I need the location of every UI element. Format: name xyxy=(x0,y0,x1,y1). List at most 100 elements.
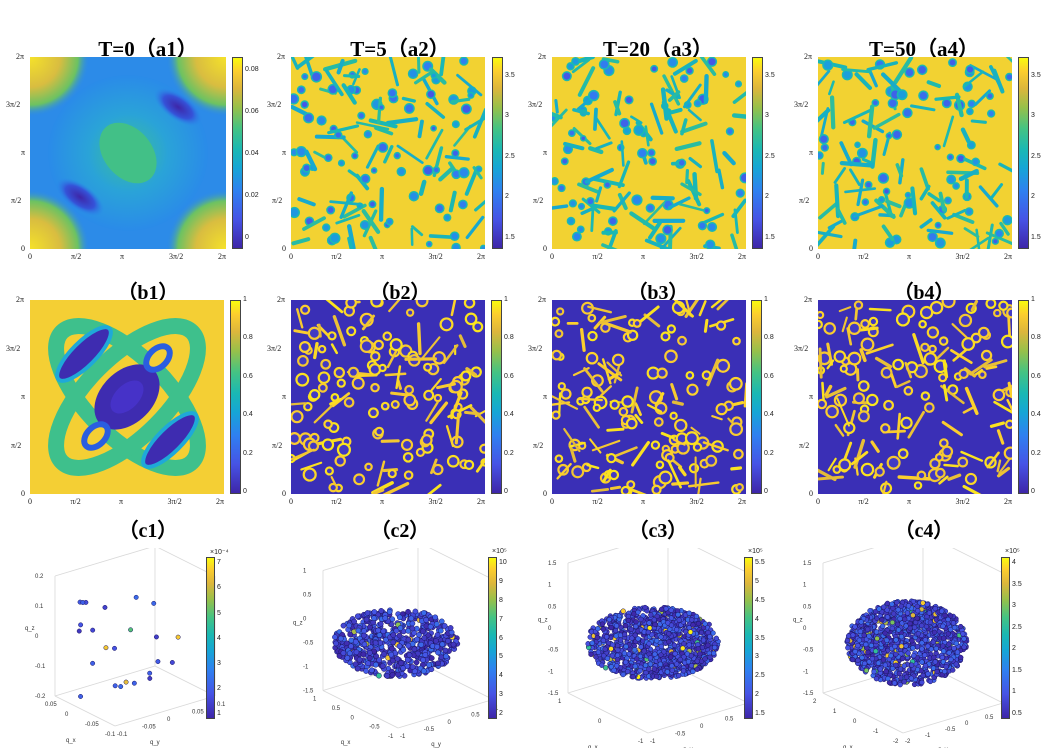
pattern-spot xyxy=(856,147,868,159)
scatter-point xyxy=(943,664,949,670)
colorbar-b2 xyxy=(491,300,502,494)
y-tick-label: 0 xyxy=(282,489,286,498)
pattern-ring xyxy=(618,406,629,417)
scatter-point xyxy=(641,648,647,654)
scatter-point xyxy=(131,680,137,686)
y-axis-label: q_y xyxy=(431,742,441,748)
pattern-stripe xyxy=(674,141,702,152)
pattern-ring xyxy=(347,366,360,378)
scatter-point xyxy=(343,640,350,647)
x-tick-label: 3π/2 xyxy=(955,497,970,506)
colorbar-tick-label: 1 xyxy=(504,296,508,303)
pattern-filament xyxy=(912,333,925,365)
pattern-spot xyxy=(948,58,957,68)
y-tick-label: 0 xyxy=(543,244,547,253)
pattern-ring xyxy=(916,470,927,481)
pattern-filament xyxy=(330,343,339,355)
pattern-ring xyxy=(324,466,334,476)
pattern-filament xyxy=(846,327,853,346)
pattern-ring xyxy=(1000,334,1015,349)
colorbar-tick-label: 3 xyxy=(217,659,221,667)
pattern-spot xyxy=(631,194,643,206)
pattern-ring xyxy=(735,482,744,492)
scatter-point xyxy=(693,613,700,620)
pattern-filament xyxy=(606,361,623,377)
scatter-point xyxy=(865,626,871,632)
scatter-point xyxy=(866,633,872,639)
scatter-point xyxy=(638,644,644,650)
pattern-stripe xyxy=(926,80,942,89)
scatter-point xyxy=(953,661,959,667)
z-tick-label: 0 xyxy=(548,626,552,632)
pattern-filament xyxy=(416,322,422,356)
pattern-ring xyxy=(626,480,636,490)
pattern-filament xyxy=(600,385,613,397)
heatmap-b4 xyxy=(811,294,1022,505)
scatter-point xyxy=(420,657,426,663)
heatmap-a1 xyxy=(0,0,286,309)
scatter-point xyxy=(384,672,390,679)
pattern-filament xyxy=(825,386,847,399)
scatter-point xyxy=(900,655,906,662)
scatter3d-c3: 1.510.50-0.5-1-1.510-1-1-0.500.51q_zq_xq… xyxy=(538,548,754,748)
z-axis-label: q_z xyxy=(793,618,803,624)
y-axis-label: q_y xyxy=(938,747,948,748)
pattern-filament xyxy=(870,440,880,453)
pattern-ring xyxy=(287,432,301,445)
scatter-point xyxy=(893,651,899,657)
pattern-spot xyxy=(408,190,420,202)
scatter-point xyxy=(852,624,858,630)
scatter-point xyxy=(645,629,651,635)
scatter-point xyxy=(147,675,153,681)
pattern-stripe xyxy=(835,207,847,225)
pattern-stripe xyxy=(852,238,858,254)
scatter-point xyxy=(875,660,882,666)
pattern-ring xyxy=(449,379,463,394)
y-tick-label: 3π/2 xyxy=(6,343,21,353)
colorbar-tick-label: 0 xyxy=(245,233,249,241)
pattern-filament xyxy=(458,334,467,348)
scatter-point xyxy=(439,641,446,648)
pattern-stripe xyxy=(644,238,670,251)
pattern-ring xyxy=(317,382,328,393)
pattern-ring xyxy=(551,349,563,361)
x-tick-label: 2π xyxy=(477,497,486,506)
pattern-ring xyxy=(934,453,944,462)
x-axis-label: q_x xyxy=(588,745,598,748)
colorbar-tick-label: 0.04 xyxy=(245,149,259,157)
pattern-ring xyxy=(843,421,856,435)
colorbar-tick-label: 0.4 xyxy=(243,411,253,419)
pattern-spot xyxy=(451,120,460,129)
pattern-spot xyxy=(815,151,824,160)
colorbar-tick-label: 3 xyxy=(1012,602,1016,610)
pattern-stripe xyxy=(554,99,559,114)
pattern-ring xyxy=(307,326,322,340)
pattern-stripe xyxy=(866,61,899,72)
colorbar-a4 xyxy=(1018,57,1029,249)
pattern-ring xyxy=(866,393,879,407)
scatter-point xyxy=(685,659,692,665)
pattern-filament xyxy=(826,359,835,370)
y-tick-label: π xyxy=(809,148,814,157)
scatter-point xyxy=(960,631,966,637)
colorbar-tick-label: 2 xyxy=(217,684,221,692)
scatter-point xyxy=(628,626,634,633)
pattern-spot xyxy=(422,164,434,177)
scatter-point xyxy=(681,654,687,660)
pattern-stripe xyxy=(416,41,421,74)
scatter-point xyxy=(625,617,632,624)
x-tick-label: 3π/2 xyxy=(428,252,443,261)
pattern-filament xyxy=(838,306,852,313)
scatter-point xyxy=(632,647,638,653)
y-tick-label: π/2 xyxy=(11,440,22,450)
pattern-filament xyxy=(985,365,998,370)
pattern-filament xyxy=(609,485,622,490)
scatter-point xyxy=(902,616,908,622)
pattern-stripe xyxy=(829,95,836,130)
x-tick-label: π/2 xyxy=(331,252,342,261)
y-tick-label: 2π xyxy=(277,52,286,61)
pattern-spot xyxy=(316,115,327,126)
scatter-point xyxy=(907,620,913,627)
scatter-point xyxy=(901,679,907,685)
pattern-stripe xyxy=(595,186,603,203)
